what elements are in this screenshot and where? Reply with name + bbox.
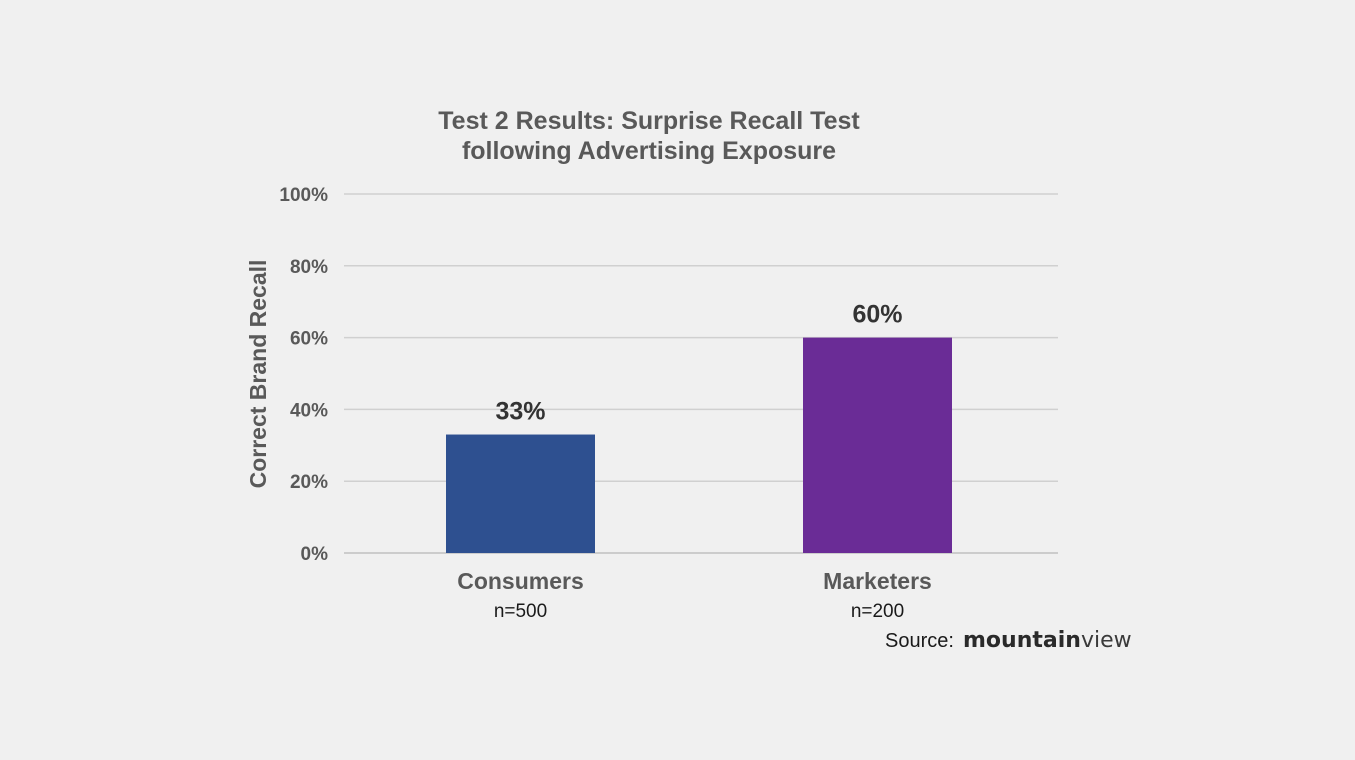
mountainview-logo: mountainview xyxy=(963,628,1132,653)
y-tick-label: 40% xyxy=(290,400,328,421)
chart-title-line-2: following Advertising Exposure xyxy=(462,137,836,165)
y-tick-label: 80% xyxy=(290,257,328,278)
y-tick-label: 20% xyxy=(290,472,328,493)
category-label: Consumers xyxy=(457,568,584,594)
source-attribution: Source: mountainview xyxy=(885,628,1132,653)
x-axis-categories: Consumers n=500 Marketers n=200 xyxy=(457,568,932,622)
y-tick-label: 0% xyxy=(301,544,329,565)
y-axis-ticks: 0% 20% 40% 60% 80% 100% xyxy=(279,185,328,565)
y-axis-label: Correct Brand Recall xyxy=(245,260,271,489)
source-label: Source: xyxy=(885,630,954,652)
category-sample-size: n=200 xyxy=(851,601,904,622)
y-tick-label: 60% xyxy=(290,329,328,350)
category-sample-size: n=500 xyxy=(494,601,547,622)
bar-marketers xyxy=(803,337,952,553)
bar-consumers xyxy=(446,434,595,553)
data-label: 60% xyxy=(852,301,902,329)
y-tick-label: 100% xyxy=(279,185,328,206)
chart-title-line-1: Test 2 Results: Surprise Recall Test xyxy=(438,107,860,135)
bars xyxy=(446,337,952,553)
data-label: 33% xyxy=(495,398,545,426)
data-labels: 33% 60% xyxy=(495,301,902,426)
category-label: Marketers xyxy=(823,568,932,594)
